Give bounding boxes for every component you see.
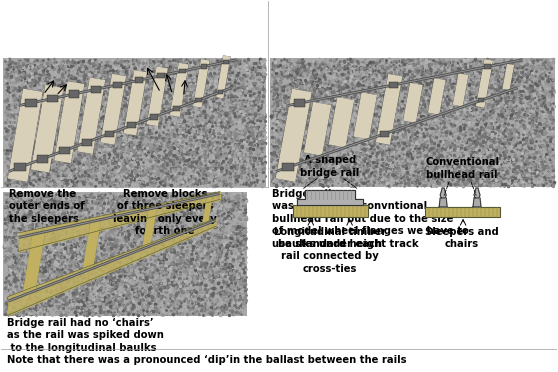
Polygon shape [474, 188, 480, 198]
Text: Bridge rail
was lower than convntional
bullhead rail but due to the size
of mode: Bridge rail was lower than convntional b… [272, 189, 469, 248]
Text: Sleepers and
chairs: Sleepers and chairs [425, 227, 499, 249]
Polygon shape [14, 163, 26, 171]
Polygon shape [69, 90, 79, 97]
Polygon shape [3, 58, 266, 187]
Text: Remove blocks
of three sleepers
leaving only every
fourth one: Remove blocks of three sleepers leaving … [113, 189, 217, 236]
Polygon shape [389, 82, 398, 88]
Polygon shape [282, 163, 294, 171]
Polygon shape [195, 98, 201, 102]
Polygon shape [37, 155, 47, 163]
Polygon shape [135, 77, 143, 83]
Polygon shape [113, 82, 122, 88]
Polygon shape [59, 147, 70, 154]
Polygon shape [157, 73, 165, 78]
Polygon shape [25, 99, 37, 107]
Polygon shape [91, 86, 100, 93]
Text: Note that there was a pronounced ‘dip’in the ballast between the rails: Note that there was a pronounced ‘dip’in… [7, 355, 407, 365]
Polygon shape [82, 139, 92, 145]
Polygon shape [218, 90, 224, 94]
Polygon shape [270, 58, 555, 187]
Polygon shape [105, 131, 114, 137]
Text: Bridge rail had no ‘chairs’
as the rail was spiked down
 to the longitudinal bau: Bridge rail had no ‘chairs’ as the rail … [7, 318, 164, 353]
Polygon shape [201, 64, 207, 69]
Polygon shape [150, 114, 157, 120]
Text: Conventional
bullhead rail: Conventional bullhead rail [425, 157, 499, 180]
Polygon shape [440, 188, 446, 198]
Polygon shape [127, 122, 136, 128]
Polygon shape [484, 64, 490, 69]
Polygon shape [473, 198, 481, 207]
Polygon shape [478, 98, 484, 102]
Polygon shape [223, 60, 229, 64]
Polygon shape [47, 94, 58, 102]
Polygon shape [380, 131, 389, 137]
Text: Remove the
outer ends of
the sleepers: Remove the outer ends of the sleepers [9, 189, 85, 224]
Text: Longitudinal timber
baulks under each
rail connected by
cross-ties: Longitudinal timber baulks under each ra… [273, 227, 386, 274]
Text: Ʌ shaped
bridge rail: Ʌ shaped bridge rail [300, 155, 359, 178]
Bar [293, 205, 368, 217]
Polygon shape [179, 69, 186, 74]
Polygon shape [439, 198, 447, 207]
Polygon shape [297, 190, 363, 205]
Bar [425, 207, 500, 217]
Polygon shape [294, 99, 305, 108]
Polygon shape [3, 192, 247, 316]
Polygon shape [172, 106, 180, 111]
